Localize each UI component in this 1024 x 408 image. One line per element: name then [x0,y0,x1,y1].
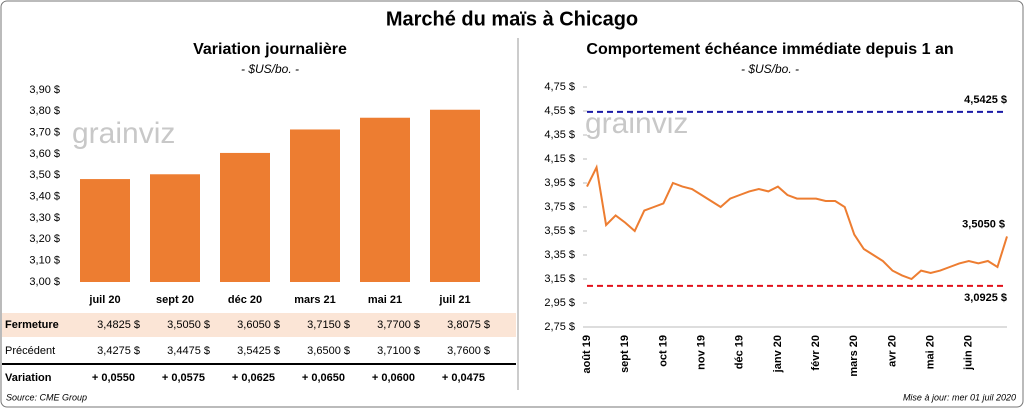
y-tick-label: 3,75 $ [544,201,575,213]
variation-cell: + 0,0625 [232,372,275,384]
updated: Mise à jour: mer 01 juil 2020 [903,392,1016,402]
y-tick-label: 3,15 $ [544,273,575,285]
x-tick-label: oct 19 [657,335,669,367]
y-tick-label: 3,80 $ [29,105,60,117]
x-tick-label: sept 20 [156,294,194,306]
variation-cell: + 0,0600 [372,372,415,384]
y-tick-label: 3,50 $ [29,169,60,181]
y-tick-label: 3,40 $ [29,191,60,203]
x-tick-label: mai 21 [368,294,402,306]
last-value-label: 3,5050 $ [962,218,1005,230]
unit: - $US/bo. - [241,62,299,76]
x-tick-label: févr 20 [810,335,822,370]
close-cell: 3,7150 $ [307,319,350,331]
previous-cell: 3,7600 $ [447,345,490,357]
x-tick-label: nov 19 [695,335,707,370]
bar [360,117,410,282]
row-label: Précédent [5,345,55,357]
x-tick-label: janv 20 [772,335,784,373]
bar [150,174,200,282]
bar [80,179,130,282]
bar [430,109,480,282]
y-tick-label: 4,35 $ [544,129,575,141]
y-tick-label: 4,75 $ [544,81,575,93]
bar [290,129,340,282]
x-tick-label: sept 19 [619,335,631,373]
watermark: grainviz [72,117,175,150]
close-cell: 3,5050 $ [167,319,210,331]
previous-cell: 3,4275 $ [97,345,140,357]
variation-cell: + 0,0650 [302,372,345,384]
y-tick-label: 3,60 $ [29,148,60,160]
y-tick-label: 3,20 $ [29,233,60,245]
price-line [586,164,1008,281]
y-tick-label: 2,95 $ [544,297,575,309]
y-tick-label: 4,15 $ [544,153,575,165]
x-tick-label: juil 20 [88,294,120,306]
x-tick-label: déc 19 [734,335,746,369]
close-cell: 3,8075 $ [447,319,490,331]
x-tick-label: mai 20 [925,335,937,369]
y-tick-label: 2,75 $ [544,321,575,333]
close-cell: 3,4825 $ [97,319,140,331]
close-row-bg [2,313,516,337]
variation-cell: + 0,0575 [162,372,205,384]
previous-cell: 3,4475 $ [167,345,210,357]
chart-title: Comportement échéance immédiate depuis 1… [586,41,953,58]
reference-label: 3,0925 $ [964,292,1007,304]
variation-cell: + 0,0550 [92,372,135,384]
variation-cell: + 0,0475 [442,372,485,384]
close-cell: 3,7700 $ [377,319,420,331]
x-tick-label: mars 21 [294,294,336,306]
x-tick-label: avr 20 [886,335,898,367]
source: Source: CME Group [6,392,87,402]
y-tick-label: 3,90 $ [29,84,60,96]
y-tick-label: 3,55 $ [544,225,575,237]
previous-cell: 3,7100 $ [377,345,420,357]
y-tick-label: 4,55 $ [544,105,575,117]
close-cell: 3,6050 $ [237,319,280,331]
y-tick-label: 3,30 $ [29,212,60,224]
y-tick-label: 3,95 $ [544,177,575,189]
x-tick-label: juil 21 [438,294,470,306]
y-tick-label: 3,35 $ [544,249,575,261]
y-tick-label: 3,10 $ [29,255,60,267]
previous-cell: 3,6500 $ [307,345,350,357]
chart-title: Variation journalière [193,41,347,58]
x-tick-label: déc 20 [228,294,262,306]
row-label: Fermeture [5,319,59,331]
x-tick-label: mars 20 [848,335,860,377]
y-tick-label: 3,00 $ [29,276,60,288]
y-tick-label: 3,70 $ [29,127,60,139]
row-label: Variation [5,372,52,384]
reference-label: 4,5425 $ [964,94,1007,106]
x-tick-label: juin 20 [963,335,975,371]
bar [220,152,270,282]
unit: - $US/bo. - [741,62,799,76]
title: Marché du maïs à Chicago [386,8,638,30]
x-tick-label: août 19 [581,335,593,374]
previous-cell: 3,5425 $ [237,345,280,357]
